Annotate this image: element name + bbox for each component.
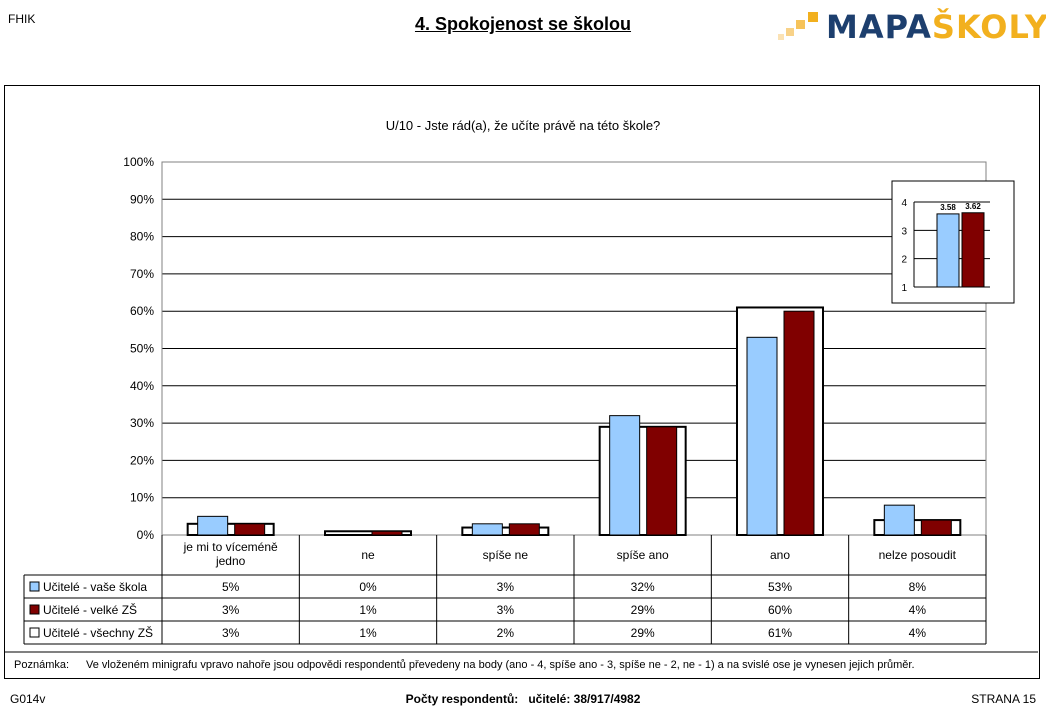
data-label: 3%	[222, 603, 240, 617]
x-category-label: spíše ano	[617, 548, 669, 562]
bar-vase-skola	[746, 336, 778, 536]
data-label: 3%	[497, 603, 515, 617]
legend-label: Učitelé - vaše škola	[43, 580, 147, 594]
logo-text-part2: ŠKOLY	[931, 8, 1046, 46]
x-category-label: jedno	[215, 554, 246, 568]
bar-vsechny-zs	[324, 530, 412, 537]
footer-page: STRANA 15	[971, 692, 1036, 706]
note-text: Ve vloženém minigrafu vpravo nahoře jsou…	[86, 659, 915, 671]
data-label: 3%	[497, 580, 515, 594]
page-title: 4. Spokojenost se školou	[414, 14, 632, 34]
data-label: 32%	[631, 580, 655, 594]
footer-respondents-label: Počty respondentů:	[405, 692, 519, 706]
y-tick-label: 60%	[130, 304, 154, 318]
mini-y-tick-label: 1	[901, 283, 907, 294]
data-label: 61%	[768, 626, 792, 640]
mini-y-tick-label: 4	[901, 198, 907, 209]
mini-data-label: 3.58	[940, 203, 956, 212]
logo-text-part1: MAPA	[826, 8, 932, 46]
legend-swatch	[29, 604, 40, 615]
bar-velke-zs	[234, 523, 266, 536]
bar-velke-zs	[508, 523, 540, 536]
mini-bar	[961, 212, 985, 288]
y-tick-label: 40%	[130, 379, 154, 393]
footer-respondents-value: učitelé: 38/917/4982	[528, 692, 641, 706]
bar-velke-zs	[646, 426, 678, 536]
footer-respondents: Počty respondentů: učitelé: 38/917/4982	[0, 692, 1046, 706]
mini-bar	[936, 213, 960, 288]
legend-swatch	[29, 581, 40, 592]
header-code: FHIK	[8, 12, 36, 26]
y-tick-label: 10%	[130, 491, 154, 505]
question-title: U/10 - Jste rád(a), že učíte právě na té…	[385, 118, 661, 133]
mini-data-label: 3.62	[965, 202, 981, 211]
x-category-label: ano	[770, 548, 790, 562]
y-tick-label: 0%	[137, 528, 155, 542]
data-label: 29%	[631, 626, 655, 640]
y-tick-label: 50%	[130, 342, 154, 356]
data-label: 29%	[631, 603, 655, 617]
x-category-label: spíše ne	[483, 548, 529, 562]
bar-vase-skola	[609, 415, 641, 536]
footer-code: G014v	[10, 692, 46, 706]
logo-squares-icon	[778, 12, 818, 40]
mini-y-tick-label: 3	[901, 226, 907, 237]
bar-vsechny-zs	[461, 526, 550, 536]
bar-vase-skola	[197, 515, 229, 536]
legend-swatch	[29, 627, 40, 638]
data-label: 5%	[222, 580, 240, 594]
x-category-label: je mi to víceméně	[183, 540, 278, 554]
bar-velke-zs	[920, 519, 952, 536]
data-label: 4%	[909, 603, 927, 617]
y-tick-label: 80%	[130, 230, 154, 244]
mapa-skoly-logo: MAPAŠKOLY	[778, 8, 1046, 46]
data-label: 8%	[909, 580, 927, 594]
data-label: 53%	[768, 580, 792, 594]
data-label: 0%	[359, 580, 377, 594]
data-label: 4%	[909, 626, 927, 640]
bar-velke-zs	[371, 530, 403, 536]
mini-y-tick-label: 2	[901, 255, 907, 266]
data-label: 2%	[497, 626, 515, 640]
bar-vsechny-zs	[186, 522, 275, 536]
bar-vase-skola	[471, 523, 503, 536]
data-label: 1%	[359, 603, 377, 617]
y-tick-label: 90%	[130, 192, 154, 206]
x-category-label: ne	[361, 548, 375, 562]
note-label: Poznámka:	[14, 659, 69, 671]
y-tick-label: 30%	[130, 416, 154, 430]
y-tick-label: 20%	[130, 453, 154, 467]
bar-vase-skola	[883, 504, 915, 536]
legend-label: Učitelé - velké ZŠ	[43, 602, 137, 617]
data-label: 1%	[359, 626, 377, 640]
y-tick-label: 70%	[130, 267, 154, 281]
bar-velke-zs	[783, 310, 815, 536]
x-category-label: nelze posoudit	[879, 548, 957, 562]
y-tick-label: 100%	[123, 155, 154, 169]
data-label: 3%	[222, 626, 240, 640]
chart-frame	[4, 85, 1040, 679]
legend-label: Učitelé - všechny ZŠ	[43, 625, 153, 640]
data-label: 60%	[768, 603, 792, 617]
